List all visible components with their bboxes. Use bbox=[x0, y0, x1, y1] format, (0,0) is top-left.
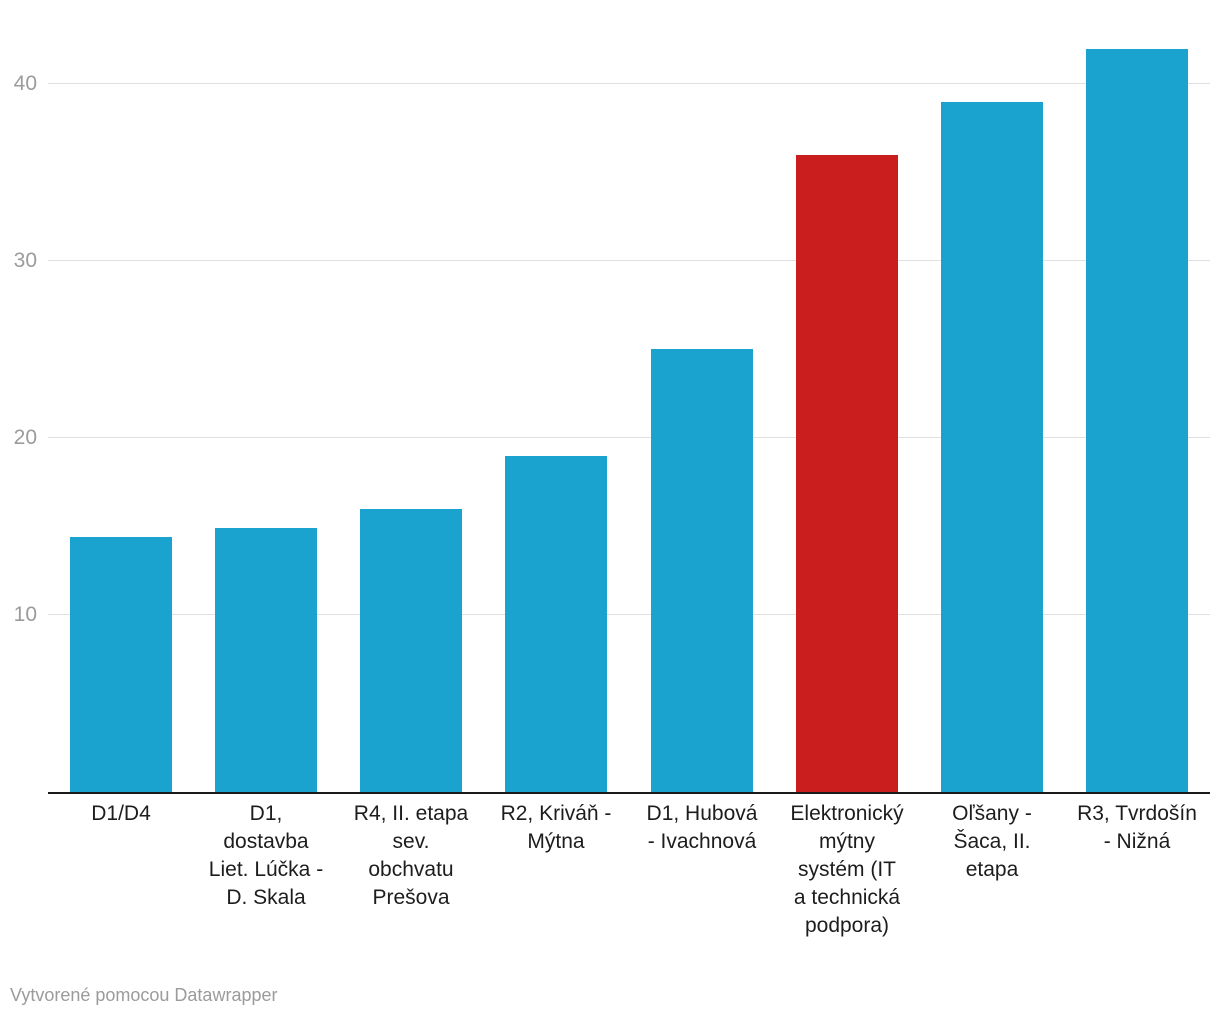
x-axis-category-label-line: R2, Kriváň - bbox=[500, 802, 612, 825]
gridline bbox=[48, 83, 1210, 84]
x-axis-category-label-line: - Ivachnová bbox=[647, 830, 757, 853]
x-axis-category-label-line: Elektronický bbox=[790, 802, 904, 825]
x-axis-category-label-line: Šaca, II. bbox=[953, 830, 1031, 853]
x-axis-category-label-line: D. Skala bbox=[226, 886, 306, 909]
y-axis-tick-label: 40 bbox=[13, 72, 37, 95]
attribution-text: Vytvorené pomocou Datawrapper bbox=[10, 985, 278, 1005]
x-axis-category-label: R2, Kriváň - Mýtna bbox=[481, 800, 631, 856]
bar[interactable] bbox=[651, 349, 753, 792]
x-axis-category-label-line: Mýtna bbox=[527, 830, 585, 853]
bar[interactable] bbox=[941, 102, 1043, 792]
bar-highlighted[interactable] bbox=[796, 155, 898, 792]
x-axis-category-label-line: obchvatu bbox=[368, 858, 454, 881]
gridline bbox=[48, 437, 1210, 438]
x-axis-category-label: D1, dostavba Liet. Lúčka - D. Skala bbox=[191, 800, 341, 912]
x-axis-category-label-line: a technická bbox=[793, 886, 901, 909]
x-axis-category-label-line: systém (IT bbox=[798, 858, 896, 881]
x-axis-category-label-line: podpora) bbox=[804, 914, 890, 937]
bar[interactable] bbox=[215, 528, 317, 792]
y-axis-tick-label: 20 bbox=[13, 426, 37, 449]
y-axis-tick-label: 10 bbox=[13, 603, 37, 626]
x-axis-category-label-line: Prešova bbox=[372, 886, 450, 909]
x-axis-category-label: Oľšany - Šaca, II. etapa bbox=[917, 800, 1067, 884]
bar[interactable] bbox=[1086, 49, 1188, 792]
x-axis-category-label-line: sev. bbox=[392, 830, 430, 853]
x-axis-category-label-line: etapa bbox=[965, 858, 1019, 881]
y-axis-tick-label: 30 bbox=[13, 249, 37, 272]
x-axis-category-label: Elektronický mýtny systém (IT a technická po… bbox=[772, 800, 922, 940]
x-axis-category-label: D1/D4 bbox=[46, 800, 196, 828]
bar[interactable] bbox=[70, 537, 172, 792]
gridline bbox=[48, 260, 1210, 261]
x-axis-category-label-line: dostavba bbox=[223, 830, 309, 853]
bar[interactable] bbox=[360, 509, 462, 792]
x-axis-category-label-line: mýtny bbox=[818, 830, 875, 853]
x-axis-category-label-line: R3, Tvrdošín bbox=[1077, 802, 1197, 825]
x-axis-category-label-line: D1/D4 bbox=[91, 802, 151, 825]
x-axis-category-label-line: - Nižná bbox=[1103, 830, 1171, 853]
x-axis-category-label-line: D1, bbox=[249, 802, 283, 825]
x-axis-category-label-line: Liet. Lúčka - bbox=[208, 858, 324, 881]
x-axis-category-label-line: R4, II. etapa bbox=[353, 802, 469, 825]
bar[interactable] bbox=[505, 456, 607, 792]
x-axis-category-label: D1, Hubová - Ivachnová bbox=[627, 800, 777, 856]
x-axis-line bbox=[48, 792, 1210, 794]
x-axis-category-label-line: Oľšany - bbox=[952, 802, 1032, 825]
x-axis-category-label-line: D1, Hubová bbox=[646, 802, 758, 825]
x-axis-category-label: R3, Tvrdošín - Nižná bbox=[1062, 800, 1212, 856]
gridline bbox=[48, 614, 1210, 615]
x-axis-category-label: R4, II. etapa sev. obchvatu Prešova bbox=[336, 800, 486, 912]
